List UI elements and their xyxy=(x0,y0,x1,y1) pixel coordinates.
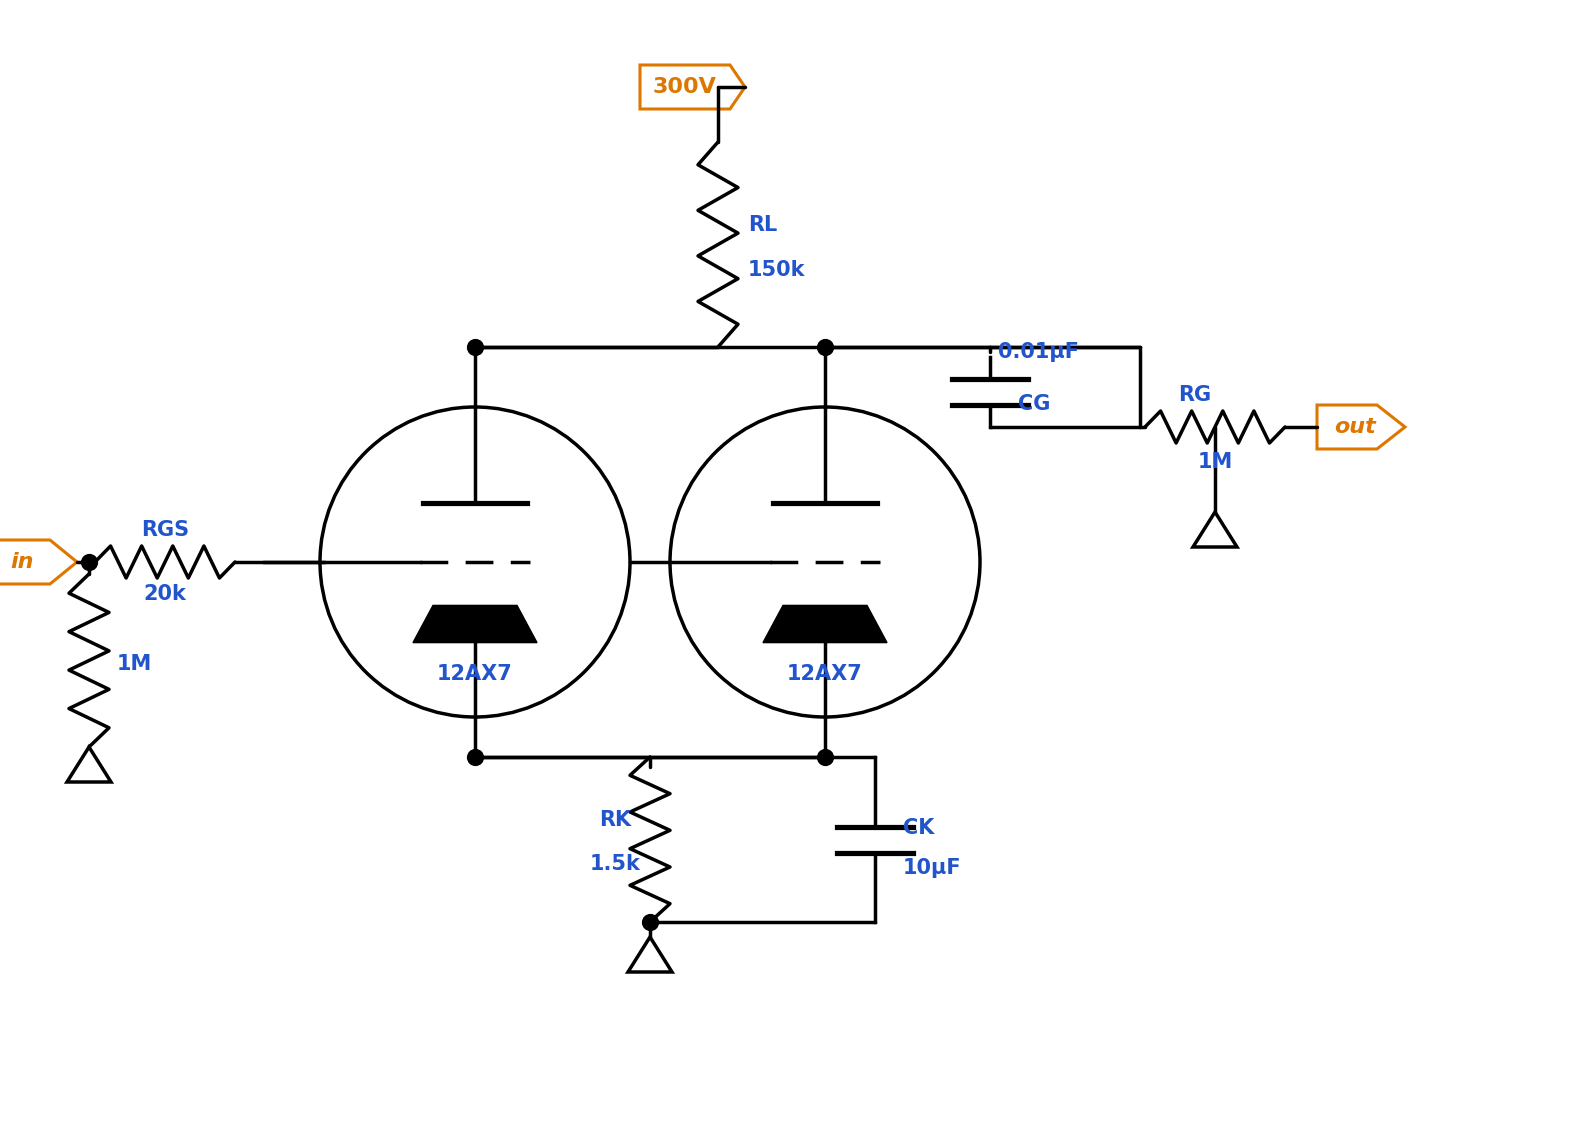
Point xyxy=(463,338,488,356)
Point xyxy=(637,912,663,931)
Point xyxy=(812,748,837,766)
Text: CK: CK xyxy=(903,818,935,837)
Text: 10μF: 10μF xyxy=(903,858,962,877)
Text: in: in xyxy=(11,552,33,572)
Polygon shape xyxy=(763,605,888,643)
Text: 150k: 150k xyxy=(748,259,806,280)
Text: 1.5k: 1.5k xyxy=(590,854,641,875)
Polygon shape xyxy=(412,605,537,643)
Point xyxy=(812,338,837,356)
Point xyxy=(463,748,488,766)
Text: 20k: 20k xyxy=(143,584,186,604)
Text: 12AX7: 12AX7 xyxy=(787,664,863,684)
Text: 12AX7: 12AX7 xyxy=(438,664,513,684)
Text: out: out xyxy=(1335,417,1376,437)
Text: RK: RK xyxy=(600,810,631,829)
Text: 0.01μF: 0.01μF xyxy=(998,341,1080,362)
Point xyxy=(77,553,102,571)
Text: 1M: 1M xyxy=(1198,452,1232,472)
Text: RG: RG xyxy=(1179,385,1212,405)
Text: 300V: 300V xyxy=(653,77,716,97)
Text: CG: CG xyxy=(1018,394,1050,415)
Text: RGS: RGS xyxy=(142,520,189,540)
Text: 1M: 1M xyxy=(116,654,153,675)
Text: RL: RL xyxy=(748,215,778,234)
